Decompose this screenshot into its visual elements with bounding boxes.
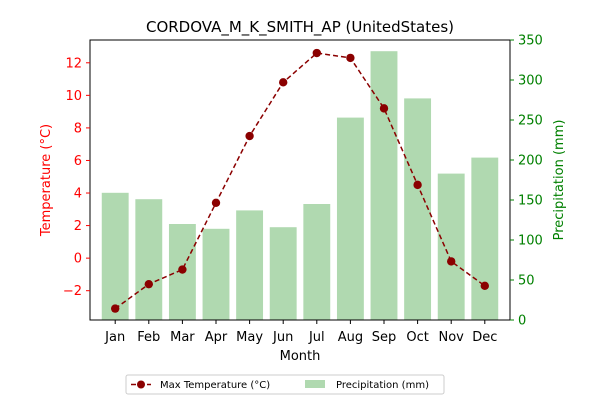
right-y-tick-label: 150: [518, 194, 543, 209]
left-y-tick-label: 12: [65, 56, 82, 71]
left-y-tick-label: −2: [63, 284, 82, 299]
legend: Max Temperature (°C) Precipitation (mm): [125, 374, 445, 395]
precipitation-bar-oct: [404, 98, 432, 321]
left-y-axis-label: Temperature (°C): [39, 124, 54, 237]
x-tick-label: Jul: [308, 330, 325, 345]
precipitation-bar-feb: [135, 199, 163, 320]
x-axis-label: Month: [280, 349, 321, 364]
temperature-point-apr: [211, 198, 221, 207]
temperature-point-oct: [413, 180, 422, 190]
precipitation-bar-may: [236, 210, 264, 320]
temperature-line: [114, 52, 486, 310]
temperature-point-sep: [379, 104, 389, 113]
temperature-point-mar: [178, 265, 187, 274]
temperature-point-nov: [447, 257, 456, 266]
legend-label-temperature: Max Temperature (°C): [160, 380, 270, 391]
x-tick-label: Jan: [104, 330, 125, 345]
left-y-tick-label: 2: [74, 219, 82, 234]
temperature-markers: [111, 48, 489, 313]
x-tick-label: Jun: [272, 330, 293, 345]
precipitation-bar-dec: [471, 157, 499, 320]
x-tick-label: Aug: [338, 330, 363, 345]
legend-label-precipitation: Precipitation (mm): [336, 380, 429, 391]
left-y-tick-label: 4: [74, 187, 82, 202]
left-y-tick-label: 10: [65, 89, 82, 104]
x-tick-label: Dec: [472, 330, 497, 345]
right-y-tick-label: 300: [518, 74, 543, 89]
temperature-point-dec: [480, 281, 489, 291]
right-y-tick-label: 0: [518, 314, 526, 329]
x-tick-label: Sep: [372, 330, 397, 345]
temperature-point-aug: [346, 53, 355, 63]
precipitation-bar-sep: [370, 51, 398, 320]
left-y-tick-label: 6: [74, 154, 82, 169]
temperature-series-line: [114, 52, 486, 310]
right-y-tick-label: 350: [518, 34, 543, 49]
right-y-tick-label: 50: [518, 274, 535, 289]
left-y-tick-label: 0: [74, 252, 82, 267]
precipitation-bar-nov: [437, 173, 465, 320]
x-tick-label: Mar: [170, 330, 195, 345]
temperature-point-jan: [111, 304, 120, 313]
precipitation-bar-jan: [101, 192, 129, 320]
right-y-tick-label: 100: [518, 234, 543, 249]
right-y-axis: 0 50 100 150 200 250 300 350: [510, 34, 543, 329]
x-tick-label: Nov: [439, 330, 465, 345]
precipitation-bar-jul: [303, 204, 331, 320]
precipitation-bar-aug: [336, 117, 364, 320]
temperature-point-jul: [312, 48, 321, 58]
x-tick-label: Feb: [137, 330, 160, 345]
precipitation-bars: [101, 51, 499, 321]
legend-frame: [125, 374, 445, 395]
right-y-axis-label: Precipitation (mm): [552, 120, 567, 241]
legend-bar-swatch: [305, 380, 325, 388]
plot-frame: [89, 39, 511, 321]
x-axis: Jan Feb Mar Apr May Jun Jul Aug Sep Oct Nov Dec: [104, 320, 497, 345]
temperature-point-feb: [144, 279, 153, 289]
chart-title: CORDOVA_M_K_SMITH_AP (UnitedStates): [146, 18, 454, 37]
precipitation-bar-apr: [202, 228, 230, 320]
temperature-point-jun: [279, 78, 288, 87]
x-tick-label: Apr: [205, 330, 228, 345]
right-y-tick-label: 250: [518, 114, 543, 129]
right-y-tick-label: 200: [518, 154, 543, 169]
left-y-tick-label: 8: [74, 121, 82, 136]
temperature-point-may: [245, 131, 254, 141]
x-tick-label: Oct: [406, 330, 428, 345]
left-y-axis: −2 0 2 4 6 8 10 12: [63, 56, 90, 299]
precipitation-bar-jun: [269, 227, 297, 320]
legend-marker-swatch: [137, 380, 145, 389]
x-tick-label: May: [236, 330, 263, 345]
